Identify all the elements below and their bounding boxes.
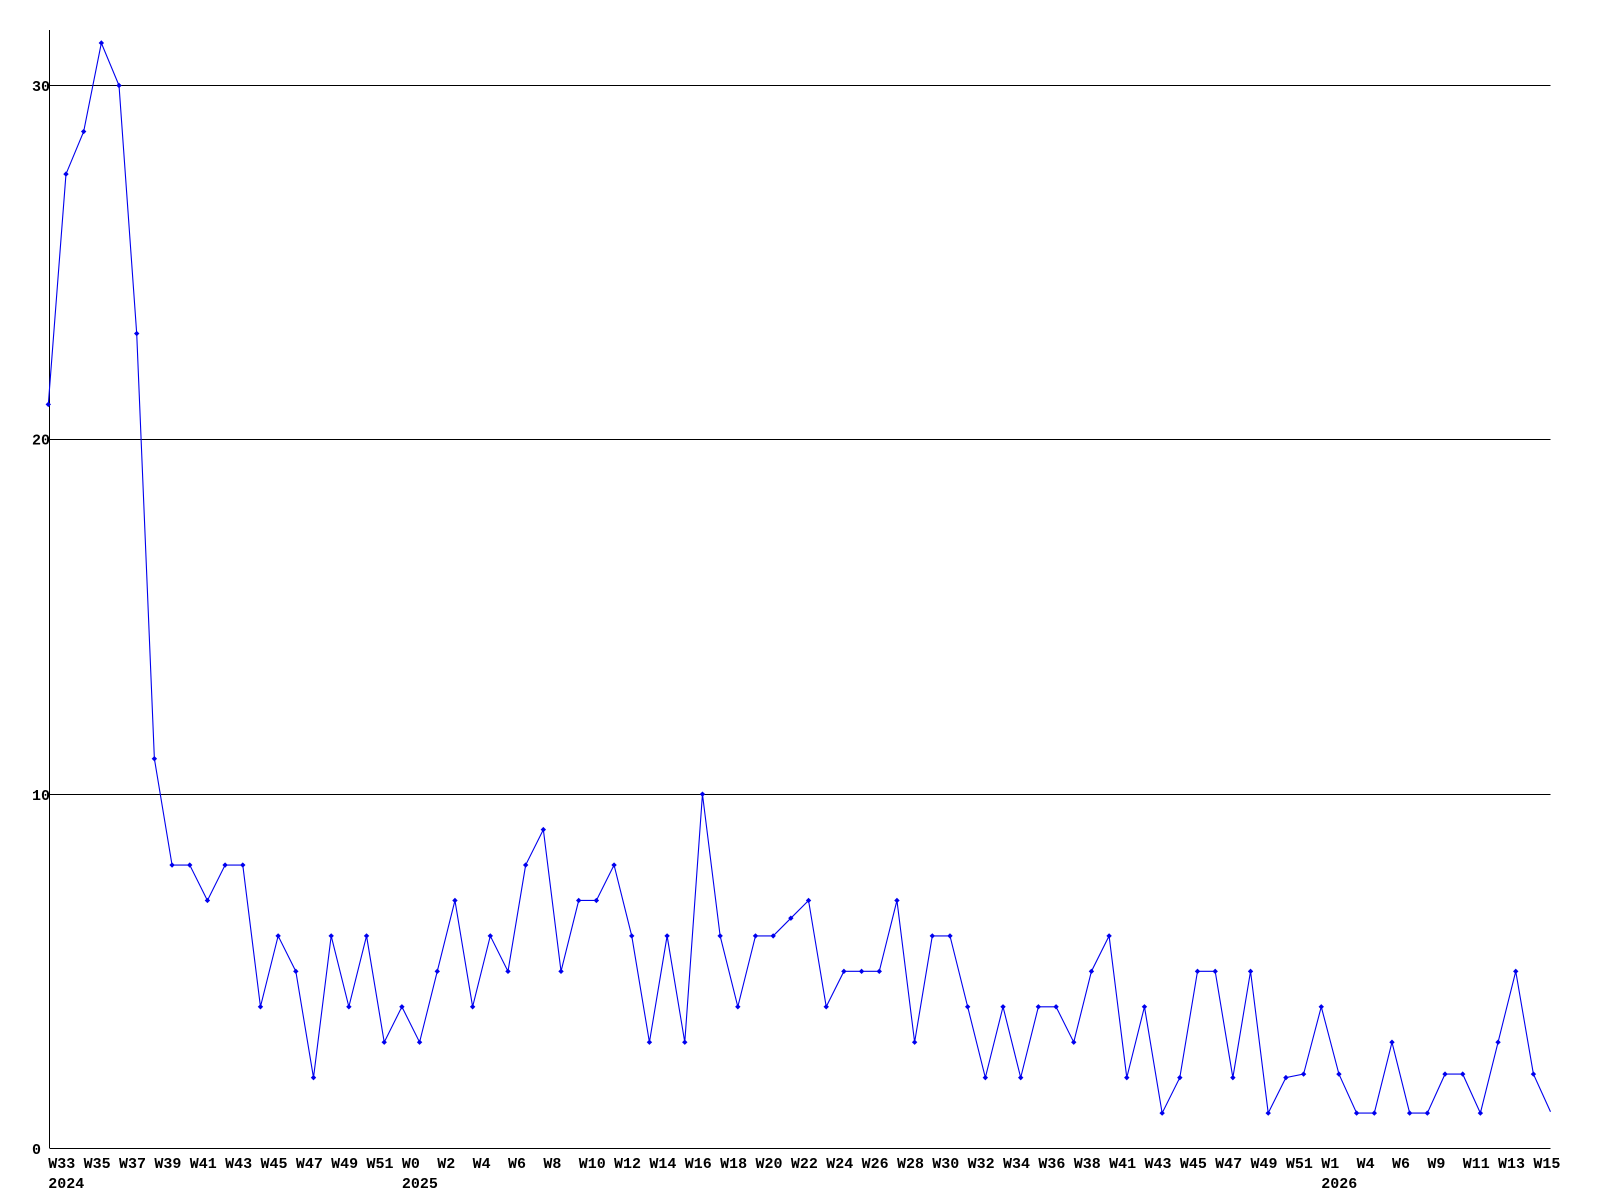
- svg-text:W49: W49: [331, 1156, 358, 1173]
- svg-text:2024: 2024: [48, 1176, 84, 1193]
- svg-text:20: 20: [32, 433, 50, 450]
- svg-text:W22: W22: [791, 1156, 818, 1173]
- svg-text:W41: W41: [190, 1156, 217, 1173]
- svg-text:W10: W10: [579, 1156, 606, 1173]
- svg-text:W12: W12: [614, 1156, 641, 1173]
- svg-text:W34: W34: [1003, 1156, 1030, 1173]
- svg-text:W45: W45: [260, 1156, 287, 1173]
- svg-text:W26: W26: [862, 1156, 889, 1173]
- svg-text:W32: W32: [968, 1156, 995, 1173]
- svg-text:W11: W11: [1463, 1156, 1490, 1173]
- svg-text:W39: W39: [154, 1156, 181, 1173]
- svg-text:W35: W35: [84, 1156, 111, 1173]
- svg-text:W6: W6: [508, 1156, 526, 1173]
- svg-text:W24: W24: [826, 1156, 853, 1173]
- svg-text:W2: W2: [437, 1156, 455, 1173]
- svg-text:W33: W33: [48, 1156, 75, 1173]
- svg-text:W38: W38: [1074, 1156, 1101, 1173]
- svg-text:W45: W45: [1180, 1156, 1207, 1173]
- svg-text:W30: W30: [932, 1156, 959, 1173]
- svg-text:W47: W47: [1215, 1156, 1242, 1173]
- svg-text:W28: W28: [897, 1156, 924, 1173]
- svg-text:W41: W41: [1109, 1156, 1136, 1173]
- svg-text:2025: 2025: [402, 1176, 438, 1193]
- svg-text:W8: W8: [543, 1156, 561, 1173]
- svg-text:2026: 2026: [1321, 1176, 1357, 1193]
- svg-text:W4: W4: [1357, 1156, 1375, 1173]
- svg-text:W14: W14: [649, 1156, 676, 1173]
- svg-text:W51: W51: [367, 1156, 394, 1173]
- svg-text:W20: W20: [756, 1156, 783, 1173]
- svg-text:W4: W4: [473, 1156, 491, 1173]
- svg-text:30: 30: [32, 79, 50, 96]
- svg-text:W1: W1: [1321, 1156, 1339, 1173]
- svg-text:W16: W16: [685, 1156, 712, 1173]
- svg-text:W51: W51: [1286, 1156, 1313, 1173]
- svg-text:W43: W43: [225, 1156, 252, 1173]
- svg-text:W36: W36: [1038, 1156, 1065, 1173]
- svg-text:W37: W37: [119, 1156, 146, 1173]
- svg-text:W15: W15: [1533, 1156, 1560, 1173]
- svg-text:W0: W0: [402, 1156, 420, 1173]
- svg-text:W9: W9: [1427, 1156, 1445, 1173]
- svg-text:W13: W13: [1498, 1156, 1525, 1173]
- svg-text:W49: W49: [1251, 1156, 1278, 1173]
- svg-text:W43: W43: [1144, 1156, 1171, 1173]
- svg-text:0: 0: [32, 1142, 41, 1159]
- svg-text:W6: W6: [1392, 1156, 1410, 1173]
- svg-text:W18: W18: [720, 1156, 747, 1173]
- svg-text:W47: W47: [296, 1156, 323, 1173]
- svg-text:10: 10: [32, 788, 50, 805]
